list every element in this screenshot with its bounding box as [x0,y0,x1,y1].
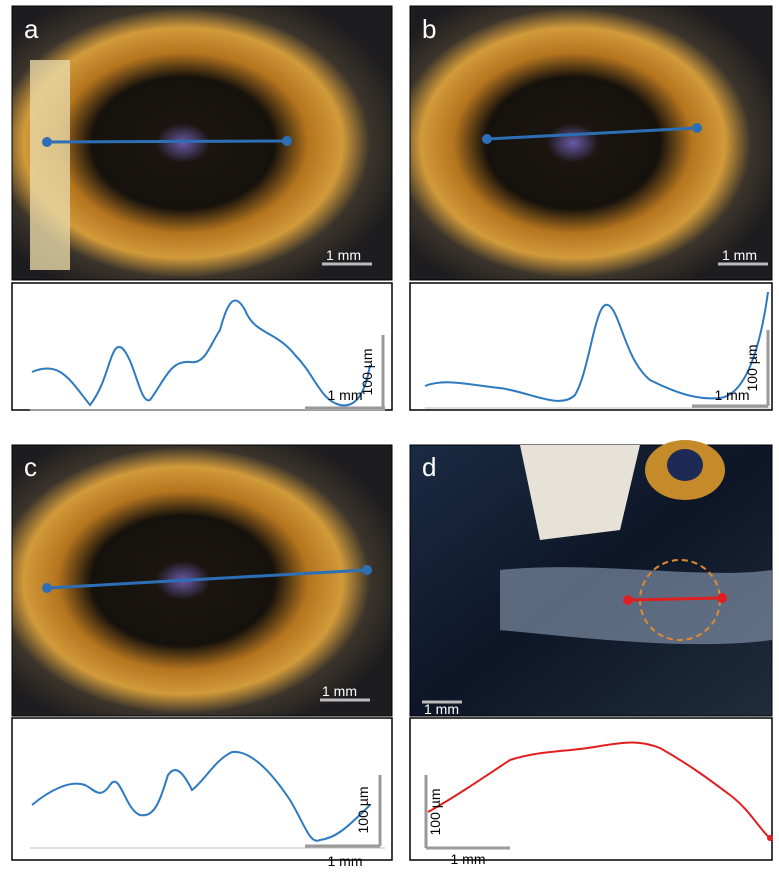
endpoint [362,565,372,575]
endpoint [42,583,52,593]
scale-label: 1 mm [451,851,486,867]
eyespot [667,449,703,481]
panel-b: b 1 mm 100 µm 1 mm [410,6,772,410]
scale-label: 1 mm [715,387,750,403]
scale-label: 100 µm [355,787,371,834]
endpoint [692,123,702,133]
endpoint [282,136,292,146]
panel-c: c 1 mm 100 µm 1 mm [12,445,392,869]
endpoint [767,835,773,841]
iridescent-band [500,567,772,644]
panel-label: a [24,14,39,44]
cream-band [30,60,70,270]
endpoint [42,137,52,147]
scale-label: 100 µm [744,345,760,392]
scale-label: 1 mm [722,247,757,263]
photo [410,6,772,280]
panel-a: a 1 mm 100 µm 1 mm [12,6,392,410]
panel-label: b [422,14,436,44]
endpoint [623,595,633,605]
endpoint [717,593,727,603]
scale-label: 1 mm [328,853,363,869]
panel-d: d 1 mm 100 µm 1 mm [410,440,773,867]
profile-line [628,598,722,600]
scale-label: 1 mm [328,387,363,403]
scale-label: 1 mm [322,683,357,699]
profile-line [47,141,287,142]
profile-box [12,718,392,860]
endpoint [482,134,492,144]
scale-label: 1 mm [326,247,361,263]
scale-label: 1 mm [424,701,459,717]
panel-label: c [24,452,37,482]
panel-label: d [422,452,436,482]
figure: a 1 mm 100 µm 1 mm b 1 mm 100 µm 1 mm c [0,0,779,872]
scale-label: 100 µm [427,789,443,836]
